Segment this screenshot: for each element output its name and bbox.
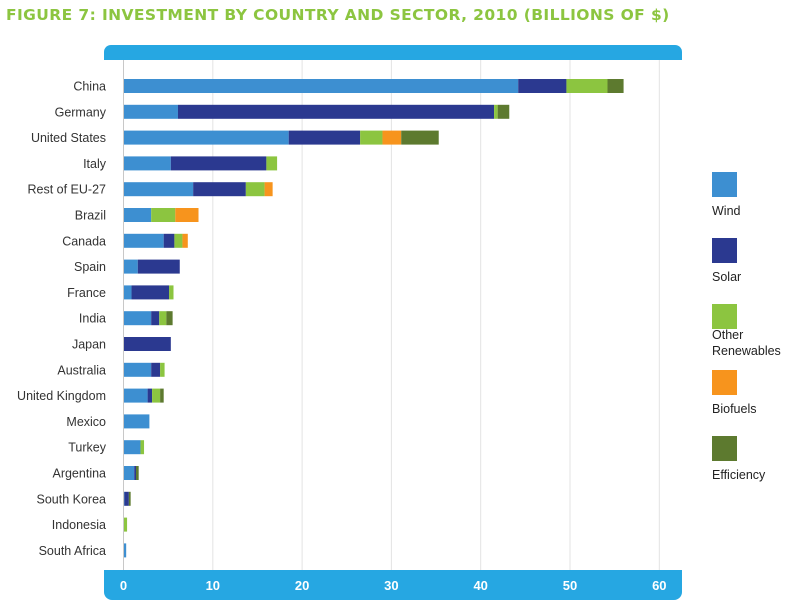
- x-tick-label-20: 20: [295, 578, 309, 593]
- bar-china-other-renewables: [566, 79, 608, 93]
- category-label-brazil: Brazil: [75, 209, 106, 223]
- plot-frame: [104, 45, 682, 600]
- bars: [123, 79, 624, 558]
- bar-australia-other-renewables: [160, 362, 165, 377]
- bar-italy-solar: [170, 156, 267, 171]
- bar-australia-solar: [151, 362, 161, 377]
- bar-united-kingdom-other-renewables: [152, 388, 161, 403]
- legend-label-other-renewables: Other Renewables: [712, 328, 781, 358]
- bar-brazil-biofuels: [175, 208, 199, 222]
- bar-france-wind: [123, 285, 132, 300]
- bar-brazil-wind: [123, 208, 152, 222]
- bar-italy-other-renewables: [266, 156, 278, 171]
- bar-germany-efficiency: [497, 104, 510, 119]
- bar-united-kingdom-solar: [147, 388, 153, 403]
- bar-china-solar: [518, 79, 567, 93]
- bar-argentina-wind: [123, 466, 135, 480]
- bar-argentina-solar: [134, 466, 137, 480]
- bar-germany-other-renewables: [494, 104, 498, 119]
- bar-france-other-renewables: [169, 285, 174, 300]
- category-label-mexico: Mexico: [66, 415, 106, 429]
- bar-rest-of-eu-27-other-renewables: [245, 182, 265, 197]
- bar-france-solar: [131, 285, 170, 300]
- category-label-canada: Canada: [62, 234, 106, 248]
- bar-australia-wind: [123, 362, 152, 377]
- bar-canada-other-renewables: [174, 233, 183, 248]
- category-label-china: China: [73, 80, 106, 94]
- chart-title: FIGURE 7: INVESTMENT BY COUNTRY AND SECT…: [6, 6, 670, 24]
- bar-canada-biofuels: [182, 233, 188, 248]
- bar-united-states-wind: [123, 130, 289, 145]
- bar-united-states-other-renewables: [360, 130, 383, 145]
- x-tick-label-50: 50: [563, 578, 577, 593]
- bar-united-states-efficiency: [401, 130, 439, 145]
- bar-india-other-renewables: [159, 311, 167, 326]
- category-label-india: India: [79, 312, 106, 326]
- bar-argentina-efficiency: [136, 466, 139, 480]
- legend-swatch-efficiency: [712, 436, 737, 461]
- bar-united-states-biofuels: [382, 130, 402, 145]
- x-tick-label-30: 30: [384, 578, 398, 593]
- bar-south-africa-wind: [123, 543, 127, 558]
- legend-swatch-wind: [712, 172, 737, 197]
- x-tick-label-60: 60: [652, 578, 666, 593]
- bar-italy-wind: [123, 156, 171, 171]
- bar-india-solar: [151, 311, 160, 326]
- bar-brazil-other-renewables: [151, 208, 176, 222]
- bar-germany-solar: [177, 104, 495, 119]
- legend-label-efficiency: Efficiency: [712, 468, 766, 482]
- category-label-france: France: [67, 286, 106, 300]
- bar-india-wind: [123, 311, 152, 326]
- bar-united-states-solar: [288, 130, 361, 145]
- bar-spain-solar: [137, 259, 180, 274]
- bar-south-korea-efficiency: [128, 491, 131, 506]
- bar-rest-of-eu-27-biofuels: [264, 182, 273, 197]
- bar-rest-of-eu-27-wind: [123, 182, 194, 197]
- category-label-south-africa: South Africa: [39, 544, 106, 558]
- legend-label-solar: Solar: [712, 270, 741, 284]
- x-tick-label-10: 10: [206, 578, 220, 593]
- category-label-indonesia: Indonesia: [52, 518, 106, 532]
- x-tick-label-40: 40: [473, 578, 487, 593]
- legend-label-biofuels: Biofuels: [712, 402, 756, 416]
- bar-india-efficiency: [166, 311, 173, 326]
- category-labels: China Germany United States Italy Rest of EU…: [17, 80, 107, 558]
- category-label-rest-of-eu-27: Rest of EU-27: [27, 183, 106, 197]
- bar-united-kingdom-wind: [123, 388, 148, 403]
- x-tick-labels: 0 10 20 30 40 50 60: [120, 578, 667, 593]
- bar-germany-wind: [123, 104, 178, 119]
- bar-spain-wind: [123, 259, 138, 274]
- category-label-turkey: Turkey: [68, 441, 106, 455]
- bar-turkey-wind: [123, 440, 141, 455]
- x-tick-label-0: 0: [120, 578, 127, 593]
- legend-swatch-biofuels: [712, 370, 737, 395]
- x-axis-bar-fill: [104, 570, 682, 582]
- bar-canada-wind: [123, 233, 164, 248]
- bar-indonesia-other-renewables: [123, 517, 128, 532]
- category-label-united-kingdom: United Kingdom: [17, 389, 106, 403]
- bar-mexico-wind: [123, 414, 150, 429]
- category-label-argentina: Argentina: [52, 467, 106, 481]
- bar-united-kingdom-efficiency: [160, 388, 164, 403]
- bar-rest-of-eu-27-solar: [193, 182, 246, 197]
- legend: Wind Solar Other Renewables Biofuels Efficien…: [712, 172, 781, 482]
- category-label-spain: Spain: [74, 260, 106, 274]
- bar-canada-solar: [163, 233, 175, 248]
- bar-japan-solar: [123, 337, 171, 351]
- category-label-australia: Australia: [57, 363, 106, 377]
- bar-china-wind: [123, 79, 519, 93]
- category-label-germany: Germany: [55, 105, 107, 119]
- category-label-united-states: United States: [31, 131, 106, 145]
- category-label-japan: Japan: [72, 338, 106, 352]
- plot-top-border-fill: [104, 52, 682, 60]
- legend-swatch-solar: [712, 238, 737, 263]
- category-label-italy: Italy: [83, 157, 107, 171]
- bar-china-efficiency: [607, 79, 624, 93]
- legend-label-wind: Wind: [712, 204, 741, 218]
- legend-swatch-other-renewables: [712, 304, 737, 329]
- bar-turkey-other-renewables: [140, 440, 145, 455]
- category-label-south-korea: South Korea: [37, 492, 107, 506]
- bar-south-korea-solar: [124, 491, 129, 506]
